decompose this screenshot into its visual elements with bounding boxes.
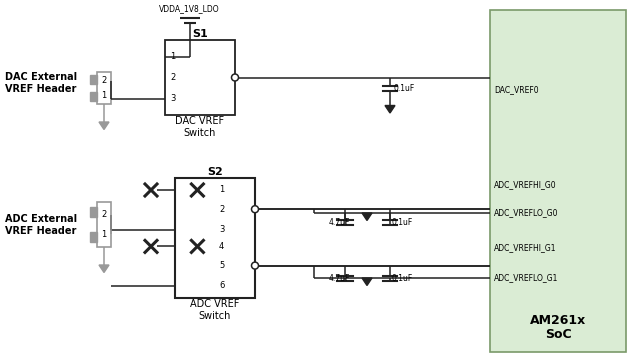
Text: DAC External
VREF Header: DAC External VREF Header [5,72,77,94]
Circle shape [252,262,259,269]
Bar [97,202,111,247]
Text: 2: 2 [170,73,175,82]
Text: DAC_VREF0: DAC_VREF0 [494,86,539,95]
Circle shape [252,206,259,213]
Text: ADC VREF
Switch: ADC VREF Switch [191,299,240,321]
Text: ADC External
VREF Header: ADC External VREF Header [5,214,77,236]
Polygon shape [362,278,372,286]
Bar [97,72,111,104]
Bar [90,92,97,101]
Bar [490,10,626,352]
Circle shape [232,74,239,81]
Text: 2: 2 [102,210,107,219]
Text: 0.1uF: 0.1uF [394,84,415,93]
Text: 5: 5 [219,261,224,270]
Text: DAC VREF
Switch: DAC VREF Switch [175,116,225,138]
Text: 1: 1 [170,52,175,61]
Text: 2: 2 [219,205,224,214]
Polygon shape [99,265,109,273]
Polygon shape [99,122,109,130]
Text: 0.1uF: 0.1uF [392,274,413,283]
Text: ADC_VREFLO_G1: ADC_VREFLO_G1 [494,274,558,283]
Text: 3: 3 [170,94,175,103]
Text: 1: 1 [219,186,224,195]
Bar [90,207,97,217]
Text: 0.1uF: 0.1uF [392,218,413,227]
Text: SoC: SoC [545,329,571,342]
Text: S1: S1 [192,29,208,39]
Text: AM261x: AM261x [530,313,586,326]
Text: S2: S2 [207,167,223,177]
Text: 6: 6 [219,282,225,291]
Bar [90,232,97,242]
Text: 3: 3 [219,225,225,234]
Bar [175,178,255,298]
Polygon shape [385,105,395,113]
Text: 2: 2 [102,77,107,86]
Text: 4.7uF: 4.7uF [329,274,350,283]
Text: VDDA_1V8_LDO: VDDA_1V8_LDO [159,4,220,13]
Text: 4: 4 [219,242,224,251]
Text: 1: 1 [102,230,107,239]
Text: 1: 1 [102,91,107,100]
Bar [165,40,235,115]
Text: ADC_VREFHI_G1: ADC_VREFHI_G1 [494,244,557,252]
Text: 4.7uF: 4.7uF [329,218,350,227]
Text: ADC_VREFLO_G0: ADC_VREFLO_G0 [494,209,558,217]
Text: ADC_VREFHI_G0: ADC_VREFHI_G0 [494,180,557,190]
Bar [90,75,97,84]
Polygon shape [362,213,372,221]
